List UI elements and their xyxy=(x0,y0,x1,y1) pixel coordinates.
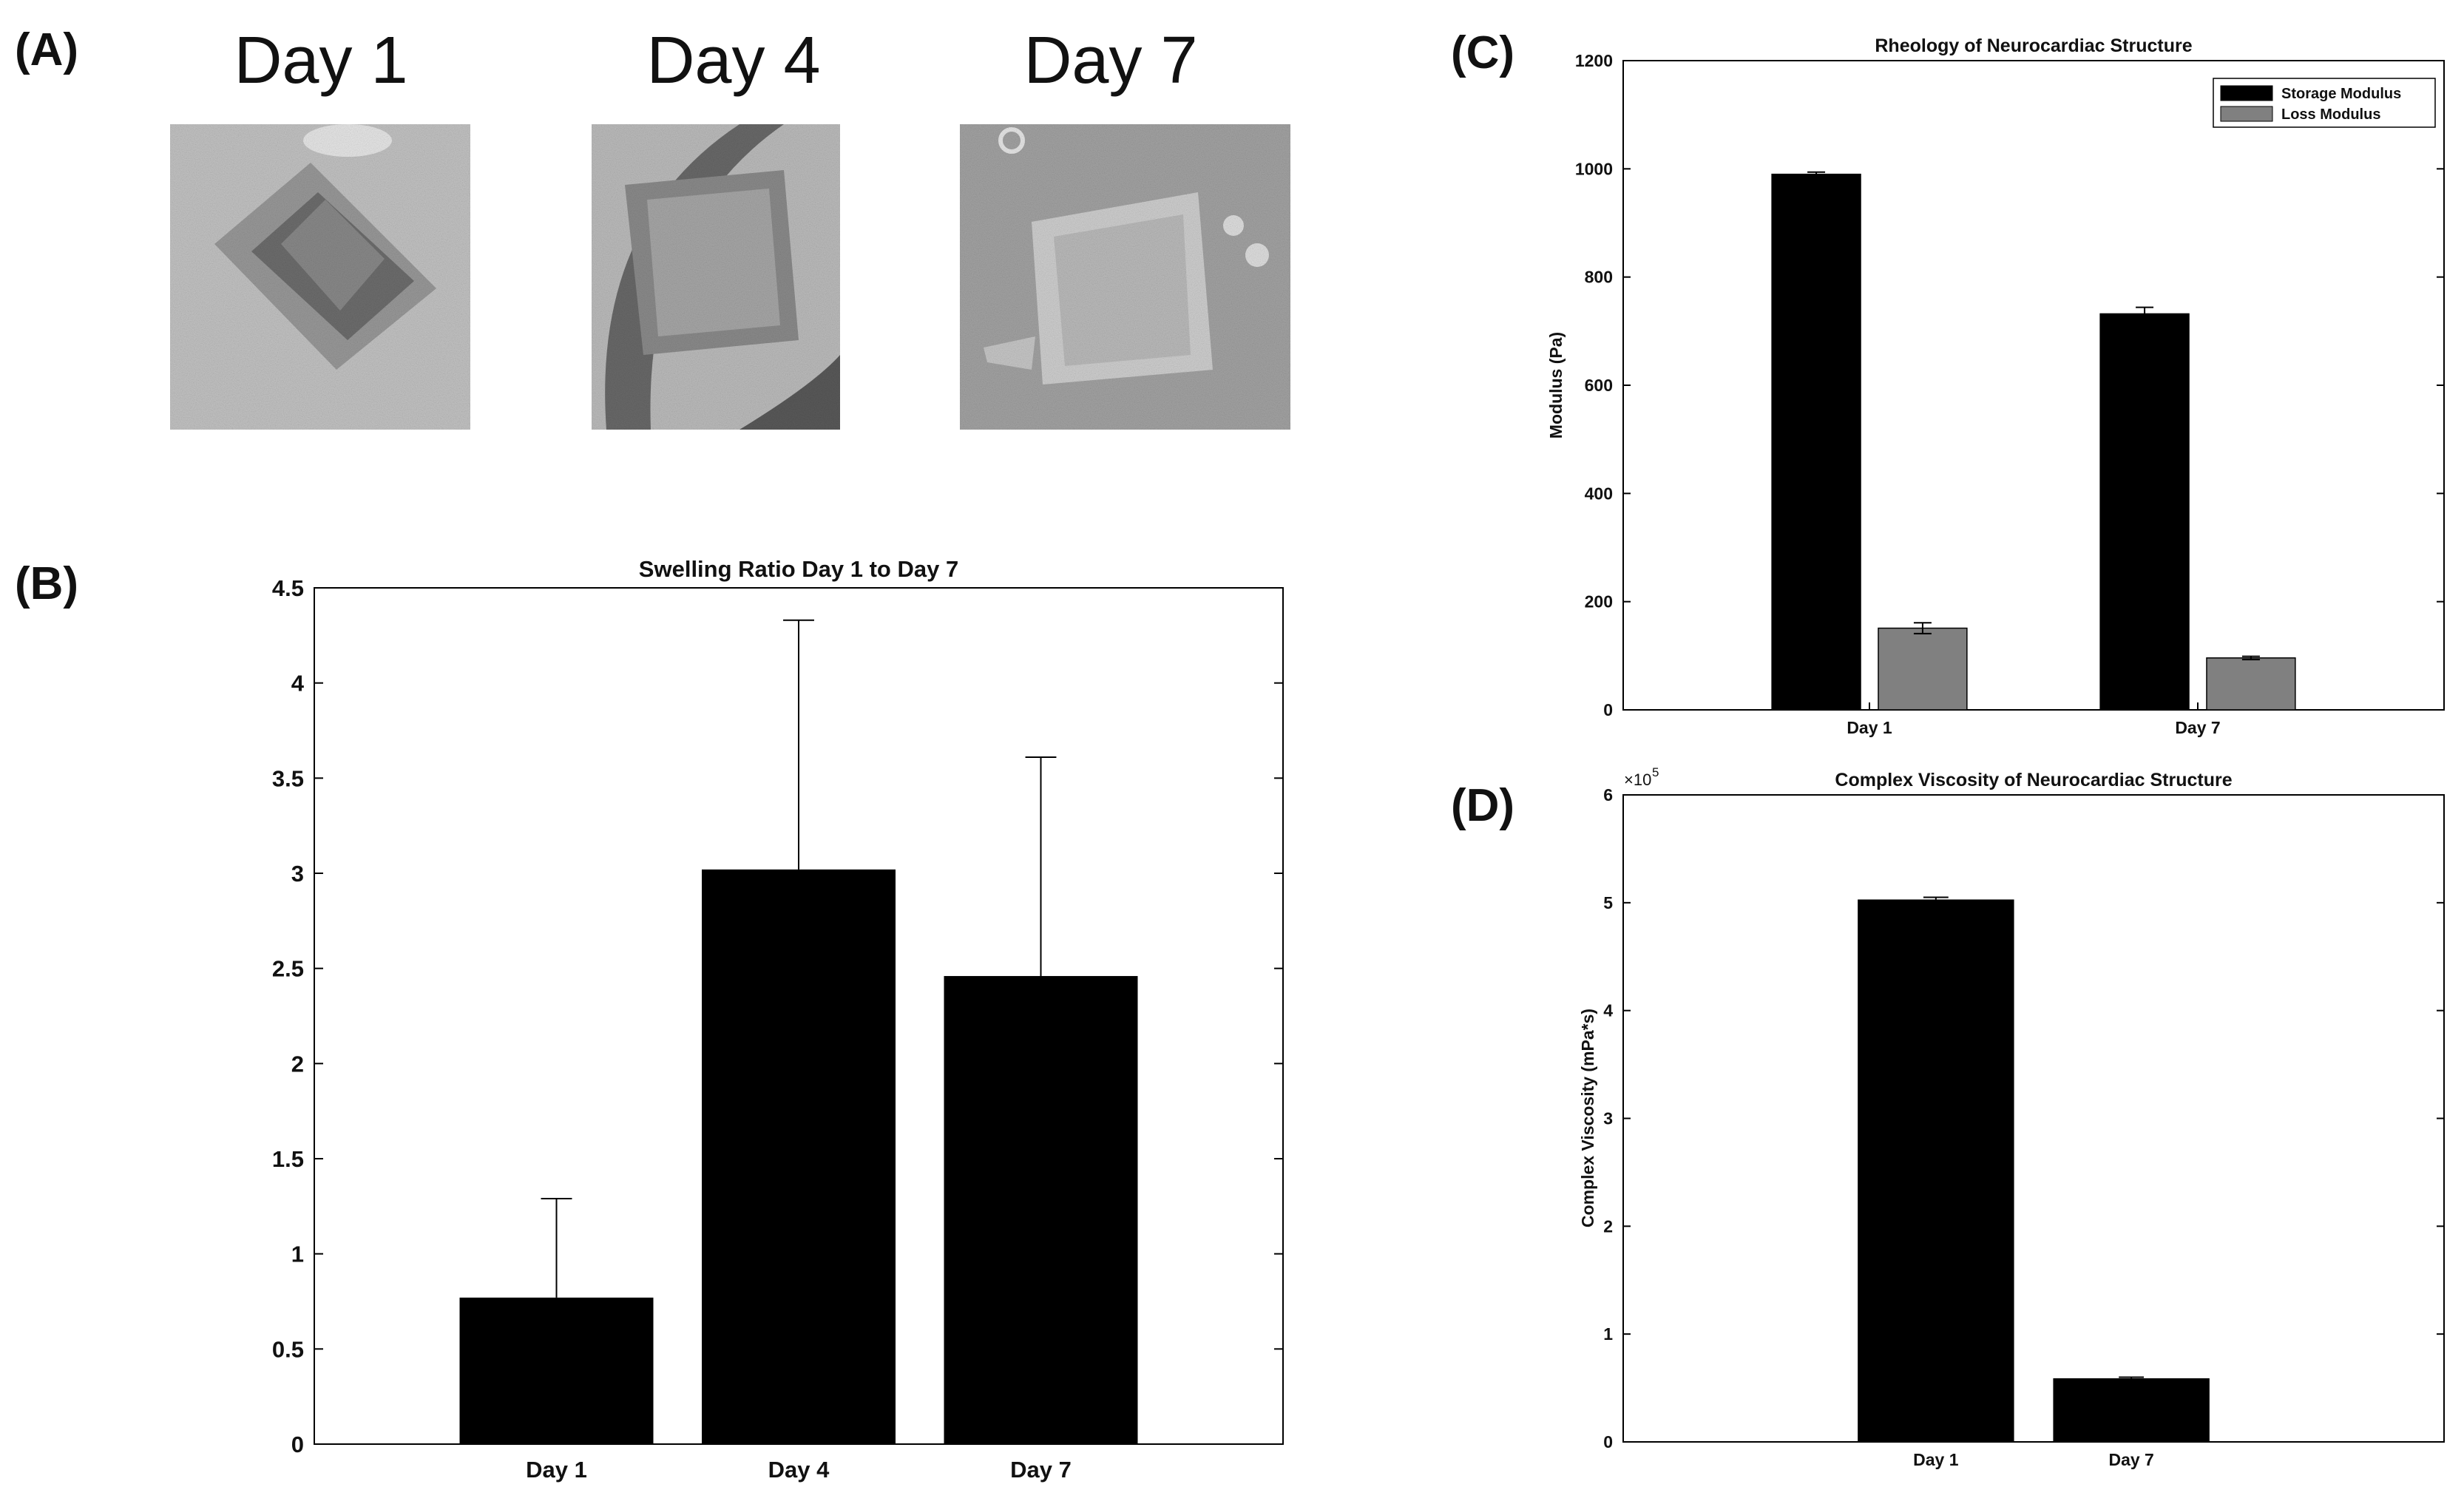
y-tick-label: 200 xyxy=(1585,592,1613,612)
panel-label-b: (B) xyxy=(15,558,78,609)
chart-swelling-ratio: Swelling Ratio Day 1 to Day 7 0 0.5 1 1.5 2 2… xyxy=(272,556,1284,1483)
legend-entry: Storage Modulus xyxy=(2281,86,2401,102)
y-tick-label: 1000 xyxy=(1575,159,1613,178)
photo-panel: Day 1 Day 4 Day 7 xyxy=(170,24,1290,430)
y-tick-label: 3 xyxy=(1603,1109,1613,1128)
chart-rheology: Rheology of Neurocardiac Structure Modul… xyxy=(1546,35,2445,737)
photo-label-day-7: Day 7 xyxy=(1023,24,1197,98)
y-tick-label: 800 xyxy=(1585,268,1613,287)
error-bar xyxy=(1913,622,1932,634)
chart-complex-viscosity: Complex Viscosity of Neurocardiac Struct… xyxy=(1578,765,2445,1469)
y-tick-label: 4 xyxy=(1603,1001,1613,1020)
y-tick-label: 1200 xyxy=(1575,51,1613,70)
y-tick-label: 6 xyxy=(1603,785,1613,805)
x-tick-label: Day 1 xyxy=(1847,718,1892,737)
hydrogel-photo-day-4 xyxy=(592,124,840,430)
chart-title: Rheology of Neurocardiac Structure xyxy=(1875,35,2192,56)
error-bar xyxy=(541,1198,572,1298)
x-tick-label: Day 7 xyxy=(1010,1457,1072,1483)
bar xyxy=(2053,1378,2210,1442)
y-tick-label: 2 xyxy=(1603,1216,1613,1236)
legend-swatch xyxy=(2220,106,2273,122)
legend: Storage Modulus Loss Modulus xyxy=(2213,78,2436,128)
legend-entry: Loss Modulus xyxy=(2281,106,2380,123)
bar xyxy=(1858,899,2014,1442)
bar xyxy=(459,1297,654,1444)
y-tick-label: 2 xyxy=(291,1051,304,1077)
error-bar xyxy=(1025,756,1057,976)
y-tick-label: 400 xyxy=(1585,484,1613,503)
legend-swatch xyxy=(2220,85,2273,101)
photo-label-day-1: Day 1 xyxy=(234,24,407,98)
error-bar xyxy=(2136,306,2154,321)
y-tick-label: 3.5 xyxy=(272,765,304,791)
bar xyxy=(944,975,1138,1444)
y-tick-label: 1 xyxy=(291,1242,304,1267)
chart-title: Complex Viscosity of Neurocardiac Struct… xyxy=(1835,770,2232,790)
x-tick-label: Day 1 xyxy=(526,1457,587,1483)
bar xyxy=(1771,173,1861,711)
y-tick-label: 0 xyxy=(1603,1432,1613,1452)
y-tick-label: 5 xyxy=(1603,893,1613,912)
y-tick-label: 4 xyxy=(291,671,305,697)
axis-scale-base: ×10 xyxy=(1624,770,1651,789)
plot-area xyxy=(1622,60,2445,711)
x-tick-label: Day 4 xyxy=(768,1457,830,1483)
y-tick-label: 0 xyxy=(291,1432,304,1457)
bar xyxy=(1878,627,1968,711)
y-tick-label: 4.5 xyxy=(272,575,304,601)
x-tick-label: Day 1 xyxy=(1913,1450,1959,1469)
photo-label-day-4: Day 4 xyxy=(646,24,820,98)
hydrogel-photo-day-7 xyxy=(960,124,1290,430)
y-axis-label: Complex Viscosity (mPa*s) xyxy=(1578,1009,1597,1227)
plot-area xyxy=(1622,794,2445,1443)
x-tick-label: Day 7 xyxy=(2108,1450,2153,1469)
x-tick-label: Day 7 xyxy=(2175,718,2220,737)
error-bar xyxy=(783,619,814,870)
y-tick-label: 1 xyxy=(1603,1324,1613,1344)
bar xyxy=(2206,657,2296,711)
panel-label-a: (A) xyxy=(15,24,78,75)
y-tick-label: 0.5 xyxy=(272,1336,304,1362)
error-bar xyxy=(1923,896,1949,900)
y-axis-label: Modulus (Pa) xyxy=(1546,332,1566,438)
axis-scale-exponent: 5 xyxy=(1652,765,1659,779)
hydrogel-photo-day-1 xyxy=(170,124,470,430)
y-tick-label: 0 xyxy=(1603,700,1613,719)
panel-label-d: (D) xyxy=(1451,780,1514,831)
bar xyxy=(2099,313,2190,711)
y-tick-label: 600 xyxy=(1585,376,1613,395)
panel-label-c: (C) xyxy=(1451,27,1514,78)
bar xyxy=(702,869,896,1444)
y-tick-label: 2.5 xyxy=(272,956,304,982)
chart-title: Swelling Ratio Day 1 to Day 7 xyxy=(639,556,958,582)
y-tick-label: 1.5 xyxy=(272,1146,304,1172)
y-tick-label: 3 xyxy=(291,861,304,887)
